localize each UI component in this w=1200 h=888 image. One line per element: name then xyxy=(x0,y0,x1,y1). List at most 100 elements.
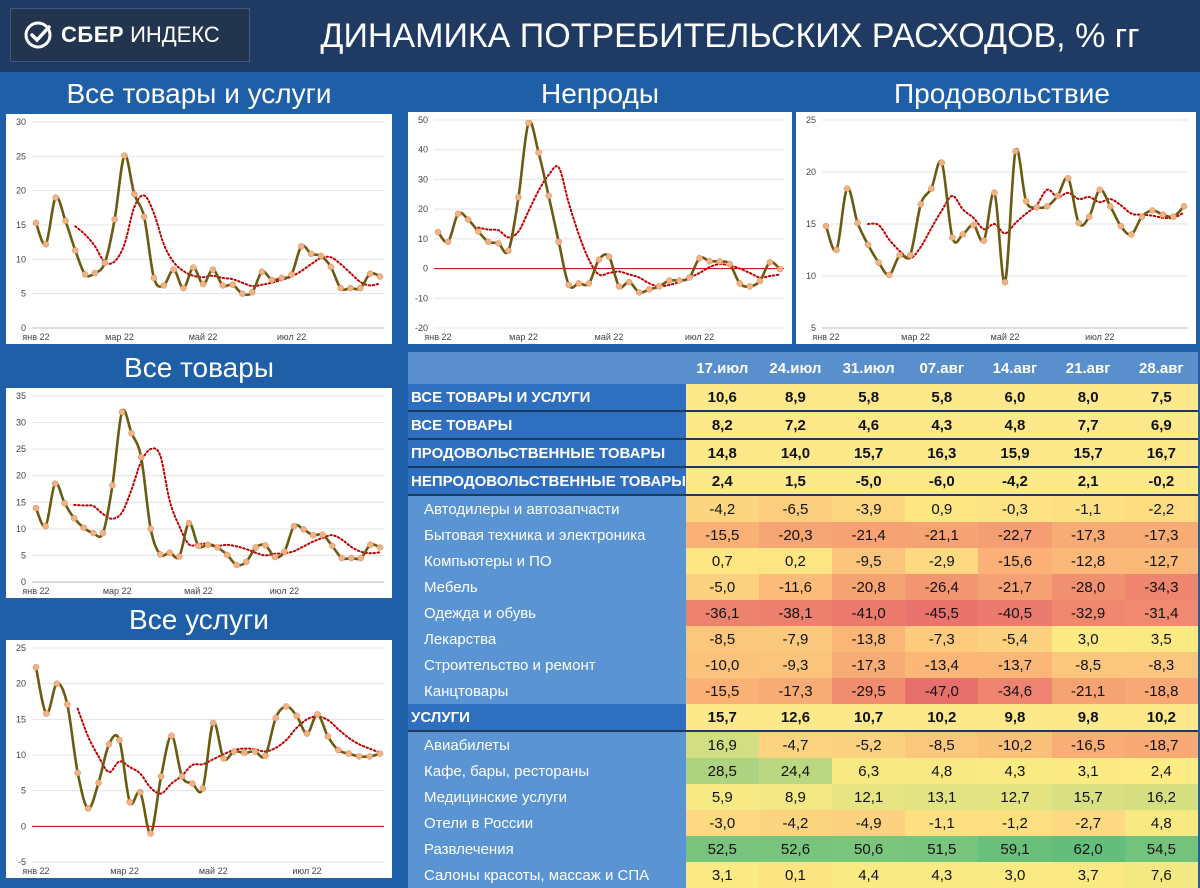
chart-title-goods: Все товары xyxy=(124,352,274,383)
table-cell: 3,5 xyxy=(1124,626,1198,652)
table-cell: -4,2 xyxy=(758,810,833,836)
table-cell: 28,5 xyxy=(685,758,759,784)
y-tick-label: 15 xyxy=(16,714,26,724)
brand-light: ИНДЕКС xyxy=(130,22,220,47)
table-cell: -40,5 xyxy=(978,600,1052,626)
table-row: Медицинские услуги 5,9 8,9 12,1 13,1 12,7 15,7… xyxy=(408,784,1198,810)
table-cell: 2,1 xyxy=(1051,467,1125,496)
data-point xyxy=(1180,203,1188,210)
y-tick-label: 25 xyxy=(16,151,26,161)
table-cell: 52,6 xyxy=(758,836,833,862)
chart-svg: -5 0 5 10 15 20 25 янв 22 мар 22 май 22 июл 22 xyxy=(16,643,384,876)
chart-svg: 5 10 15 20 25 янв 22 мар 22 май 22 июл 22 xyxy=(806,115,1188,342)
data-point xyxy=(843,185,851,192)
data-point xyxy=(204,541,212,549)
table-cell: 10,7 xyxy=(832,704,906,732)
data-point xyxy=(90,529,97,537)
table-cell: 16,2 xyxy=(1124,784,1198,810)
chart-svg: -20 -10 0 10 20 30 40 50 янв 22 мар 22 май 22 июл 2… xyxy=(415,115,784,342)
data-point xyxy=(309,531,317,539)
data-point xyxy=(118,408,126,416)
data-point xyxy=(875,259,882,266)
table-cell: 50,6 xyxy=(832,836,906,862)
data-point xyxy=(131,190,138,198)
table-cell: 15,7 xyxy=(1051,439,1125,468)
data-point xyxy=(199,280,207,288)
table-cell: -20,3 xyxy=(758,522,833,548)
x-tick-label: мар 22 xyxy=(105,332,134,342)
table-cell: 3,0 xyxy=(978,862,1052,888)
y-tick-label: 25 xyxy=(16,444,26,454)
data-point xyxy=(327,263,335,271)
table-row: ВСЕ ТОВАРЫ И УСЛУГИ 10,6 8,9 5,8 5,8 6,0 8,0 7,… xyxy=(408,384,1198,412)
table-cell: -4,7 xyxy=(758,731,833,758)
table-cell: 4,8 xyxy=(905,758,979,784)
data-point xyxy=(258,268,266,275)
data-point xyxy=(229,281,236,288)
data-point xyxy=(111,216,118,223)
table-cell: -29,5 xyxy=(832,678,906,704)
row-label: Медицинские услуги xyxy=(408,784,686,810)
table-cell: -4,2 xyxy=(685,495,759,522)
y-tick-label: 50 xyxy=(418,115,428,125)
table-cell: 9,8 xyxy=(978,704,1052,732)
table-row: Мебель -5,0 -11,6 -20,8 -26,4 -21,7 -28,0 -34,3 xyxy=(408,574,1198,600)
table-cell: 15,7 xyxy=(685,704,759,732)
chart-title-all: Все товары и услуги xyxy=(66,78,332,109)
y-tick-label: 30 xyxy=(16,117,26,127)
data-point xyxy=(195,542,202,550)
table-row: ПРОДОВОЛЬСТВЕННЫЕ ТОВАРЫ 14,8 14,0 15,7 16,3… xyxy=(408,439,1198,468)
table-cell: -15,5 xyxy=(685,522,759,548)
data-point xyxy=(615,283,623,290)
row-label: ПРОДОВОЛЬСТВЕННЫЕ ТОВАРЫ xyxy=(408,439,686,468)
table-cell: 24,4 xyxy=(758,758,833,784)
chart-title-food: Продовольствие xyxy=(894,78,1110,109)
y-tick-label: 20 xyxy=(418,204,428,214)
table-cell: -17,3 xyxy=(1051,522,1125,548)
row-label: Автодилеры и автозапчасти xyxy=(408,495,686,522)
data-point xyxy=(833,246,840,254)
table-cell: -45,5 xyxy=(905,600,979,626)
data-point xyxy=(53,680,61,687)
y-tick-label: 15 xyxy=(806,219,816,229)
data-point xyxy=(991,189,998,197)
data-point xyxy=(288,271,295,278)
table-cell: 14,0 xyxy=(758,439,833,468)
data-point xyxy=(959,231,967,238)
data-point xyxy=(347,284,354,292)
table-row: Авиабилеты 16,9 -4,7 -5,2 -8,5 -10,2 -16,5 -18,… xyxy=(408,731,1198,758)
x-tick-label: май 22 xyxy=(199,866,228,876)
table-cell: -34,6 xyxy=(978,678,1052,704)
data-point xyxy=(32,504,40,512)
table-cell: -26,4 xyxy=(905,574,979,600)
row-label: Кафе, бары, рестораны xyxy=(408,758,686,784)
data-point xyxy=(95,779,102,787)
data-point xyxy=(84,805,92,812)
data-point xyxy=(281,548,288,555)
table-cell: -7,3 xyxy=(905,626,979,652)
row-label: Отели в России xyxy=(408,810,686,836)
table-cell: 7,2 xyxy=(758,411,833,440)
row-label: Строительство и ремонт xyxy=(408,652,686,678)
data-point xyxy=(696,254,703,262)
data-point xyxy=(376,273,384,280)
trend-line xyxy=(73,447,381,557)
x-tick-label: июл 22 xyxy=(1085,332,1114,342)
table-cell: 5,8 xyxy=(832,384,906,412)
row-label: НЕПРОДОВОЛЬСТВЕННЫЕ ТОВАРЫ xyxy=(408,467,686,496)
data-point xyxy=(168,732,175,739)
data-point xyxy=(80,524,88,532)
y-tick-label: 0 xyxy=(21,821,26,831)
data-point xyxy=(150,274,158,282)
table-cell: 0,9 xyxy=(905,495,979,522)
table-cell: 4,6 xyxy=(832,411,906,440)
data-point xyxy=(585,280,593,287)
data-point xyxy=(189,780,196,787)
data-point xyxy=(101,259,109,267)
table-cell: -17,3 xyxy=(1124,522,1198,548)
table-cell: -1,1 xyxy=(905,810,979,836)
table-cell: 4,4 xyxy=(832,862,906,888)
table-cell: 3,0 xyxy=(1051,626,1125,652)
chart-food: 5 10 15 20 25 янв 22 мар 22 май 22 июл 22 xyxy=(796,112,1196,344)
table-cell: -38,1 xyxy=(758,600,833,626)
